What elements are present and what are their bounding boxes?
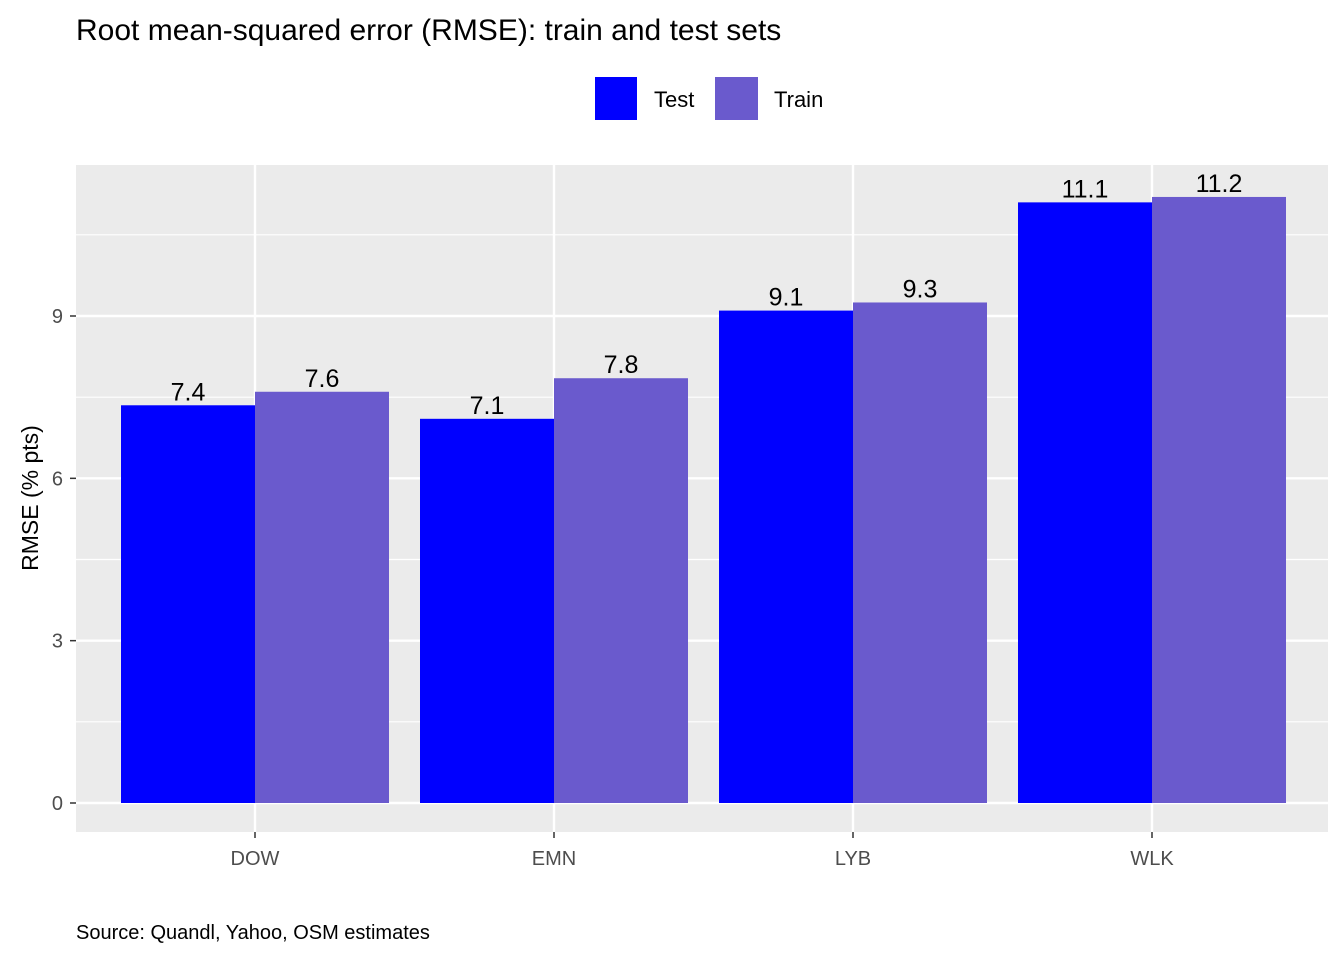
legend: Test Train xyxy=(595,77,823,120)
y-tick-label: 6 xyxy=(52,468,63,490)
chart-title: Root mean-squared error (RMSE): train an… xyxy=(76,14,781,47)
legend-key-train xyxy=(715,77,758,120)
bar-test-dow xyxy=(121,405,255,803)
bar-test-lyb xyxy=(719,310,853,803)
x-tick-label-emn: EMN xyxy=(532,848,576,870)
bar-test-wlk xyxy=(1018,202,1152,803)
y-tick-label: 0 xyxy=(52,793,63,815)
bar-train-dow xyxy=(255,391,389,803)
x-tick-label-lyb: LYB xyxy=(835,848,871,870)
y-axis: 0 3 6 9 xyxy=(52,306,76,815)
bar-test-emn xyxy=(420,418,554,803)
y-tick-label: 9 xyxy=(52,306,63,328)
bars xyxy=(121,196,1286,803)
y-tick-label: 3 xyxy=(52,631,63,653)
data-label-test-wlk: 11.1 xyxy=(1062,175,1109,203)
legend-label-train: Train xyxy=(774,87,823,112)
bar-train-emn xyxy=(554,378,688,803)
data-labels: 7.4 7.6 7.1 7.8 9.1 9.3 11.1 11.2 xyxy=(171,170,1243,420)
bar-train-lyb xyxy=(853,302,987,803)
data-label-test-lyb: 9.1 xyxy=(769,284,804,312)
legend-key-test xyxy=(595,77,637,120)
x-tick-label-dow: DOW xyxy=(231,848,280,870)
chart-caption: Source: Quandl, Yahoo, OSM estimates xyxy=(76,922,430,944)
data-label-train-wlk: 11.2 xyxy=(1196,170,1243,198)
legend-label-test: Test xyxy=(654,87,694,112)
x-tick-label-wlk: WLK xyxy=(1130,848,1174,870)
data-label-train-emn: 7.8 xyxy=(604,351,639,379)
data-label-train-dow: 7.6 xyxy=(305,365,340,393)
bar-train-wlk xyxy=(1152,196,1286,803)
y-axis-title: RMSE (% pts) xyxy=(17,425,43,571)
data-label-train-lyb: 9.3 xyxy=(903,275,938,303)
x-axis: DOW EMN LYB WLK xyxy=(231,832,1174,870)
data-label-test-dow: 7.4 xyxy=(171,378,206,406)
data-label-test-emn: 7.1 xyxy=(470,392,505,420)
